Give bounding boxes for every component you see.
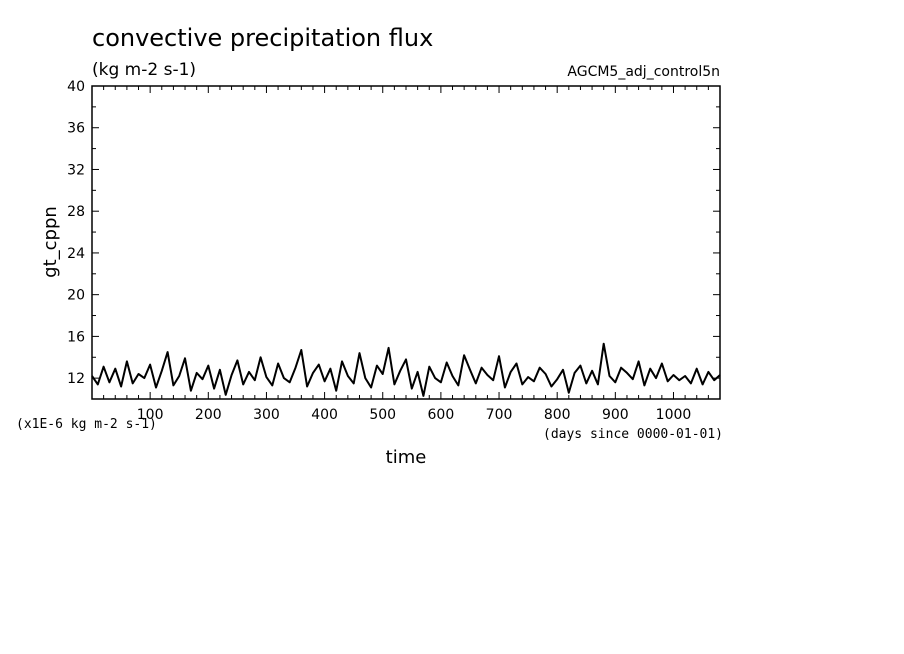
chart-title: convective precipitation flux xyxy=(92,24,433,52)
run-label: AGCM5_adj_control5n xyxy=(567,64,720,80)
y-tick-label: 40 xyxy=(67,79,85,95)
y-tick-label: 20 xyxy=(67,288,85,304)
y-scale-note: (x1E-6 kg m-2 s-1) xyxy=(16,417,157,432)
x-axis-label: time xyxy=(386,447,427,468)
x-tick-label: 1000 xyxy=(656,407,692,423)
x-tick-label: 200 xyxy=(195,407,222,423)
plot-frame xyxy=(91,85,721,400)
x-tick-label: 800 xyxy=(544,407,571,423)
series-line xyxy=(91,342,721,397)
y-tick-label: 24 xyxy=(67,246,85,262)
y-axis-label: gt_cppn xyxy=(40,206,61,278)
x-axis: 100 200 300 400 500 600 700 800 900 1000 xyxy=(103,86,709,423)
chart-units: (kg m-2 s-1) xyxy=(92,60,196,80)
y-tick-label: 32 xyxy=(67,162,85,178)
y-tick-label: 16 xyxy=(67,329,85,345)
x-unit-note: (days since 0000-01-01) xyxy=(543,427,723,442)
y-tick-label: 12 xyxy=(67,371,85,387)
x-tick-label: 400 xyxy=(311,407,338,423)
x-tick-label: 100 xyxy=(137,407,164,423)
y-tick-label: 28 xyxy=(67,204,85,220)
x-tick-label: 500 xyxy=(369,407,396,423)
x-tick-label: 600 xyxy=(428,407,455,423)
y-axis: 12 16 20 24 28 32 36 40 xyxy=(67,79,720,400)
x-tick-label: 900 xyxy=(602,407,629,423)
y-tick-label: 36 xyxy=(67,121,85,137)
x-tick-label: 700 xyxy=(486,407,513,423)
x-tick-label: 300 xyxy=(253,407,280,423)
